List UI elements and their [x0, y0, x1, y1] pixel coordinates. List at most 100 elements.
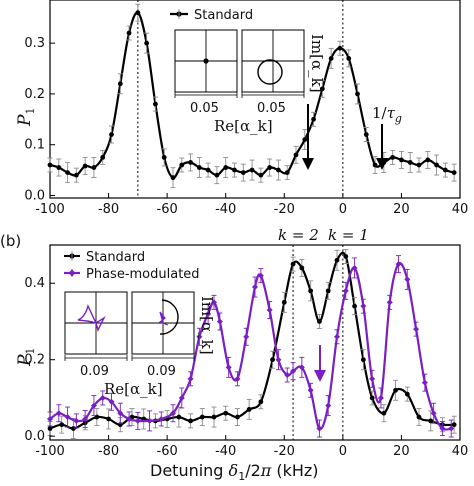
panel-b-series-1-line — [49, 262, 452, 431]
panel-a-s0-point-35 — [355, 91, 360, 97]
panel-b-s1-point-24 — [257, 272, 264, 279]
panel-b-s1-point-1 — [55, 410, 62, 417]
panel-a-s0-point-40 — [399, 157, 404, 163]
panel-b-s0-point-23 — [308, 288, 314, 294]
panel-a-s0-point-36 — [363, 132, 369, 137]
legend-standard-marker — [64, 251, 80, 261]
panel-a: -100 -80 -60 -40 -20 0 20 40 0.0 0.1 0.2 0.3 P1 Sta… — [15, 0, 468, 217]
panel-b-xtick-label-2: -60 — [157, 444, 178, 459]
panel-a-inset-xlabel: Re[α_k] — [214, 117, 273, 135]
panel-a-xtick-label-2: -60 — [157, 202, 178, 217]
panel-a-ytick-label-2: 0.2 — [24, 87, 45, 102]
panel-a-ytick-label-0: 0.0 — [24, 188, 45, 203]
panel-b-ytick-label-0: 0.0 — [24, 429, 45, 444]
panel-b-s1-point-4 — [82, 415, 89, 422]
panel-a-s0-point-17 — [196, 165, 202, 170]
panel-b-s1-point-32 — [325, 402, 332, 409]
panel-b-s0-point-22 — [299, 265, 305, 271]
panel-b-s1-point-17 — [205, 310, 212, 317]
panel-b-s1-point-43 — [421, 379, 428, 386]
panel-a-s0-point-3 — [73, 172, 79, 178]
panel-b-s1-point-37 — [369, 375, 376, 382]
panel-b-s0-point-21 — [290, 261, 296, 267]
panel-b-s0-point-20 — [281, 299, 287, 305]
panel-a-ytick-label-1: 0.1 — [24, 138, 45, 153]
panel-b-s0-point-0 — [47, 426, 53, 431]
panel-b-inset-path-2 — [158, 311, 169, 326]
panel-a-s0-point-39 — [390, 154, 396, 160]
panel-b-s1-point-42 — [413, 326, 420, 333]
panel-b-s0-point-27 — [343, 254, 349, 259]
panel-b-s0-point-16 — [235, 414, 240, 420]
panel-b-s0-point-31 — [381, 410, 387, 416]
panel-b-xtick-label-4: -20 — [274, 444, 295, 459]
panel-b-s1-point-22 — [243, 333, 250, 340]
panel-b-s0-point-19 — [270, 357, 275, 363]
panel-a-s0-point-15 — [179, 162, 185, 168]
panel-a-s0-point-26 — [276, 167, 281, 173]
panel-a-s0-point-28 — [293, 152, 299, 158]
panel-b-s1-point-33 — [334, 333, 340, 340]
panel-a-s0-point-44 — [434, 162, 439, 168]
panel-b-s1-point-0 — [47, 415, 53, 422]
panel-a-s0-point-32 — [328, 55, 334, 61]
panel-b-s1-point-2 — [64, 414, 71, 421]
panel-a-xtick-label-3: -40 — [215, 202, 236, 217]
panel-a-xtick-label-4: -20 — [274, 202, 295, 217]
panel-a-s0-point-8 — [117, 81, 123, 87]
panel-a-ytick-label-3: 0.3 — [24, 36, 45, 51]
panel-a-s0-point-29 — [302, 137, 308, 143]
panel-a-s0-point-25 — [267, 165, 273, 170]
panel-b-frame — [49, 244, 461, 441]
panel-a-s0-point-12 — [153, 101, 158, 107]
panel-b-s0-point-26 — [334, 257, 340, 263]
panel-b-inset-arc — [159, 299, 179, 335]
panel-b-inset-tick-2: 0.09 — [147, 364, 176, 379]
k2-label: k = 2 — [278, 226, 319, 244]
panel-b-s1-point-10 — [134, 417, 141, 424]
k1-label: k = 1 — [328, 226, 369, 244]
panel-b-ylabel: P1 — [15, 348, 37, 367]
panel-a-s0-point-1 — [56, 165, 62, 170]
legend-phase-marker — [64, 269, 80, 277]
panel-b-xtick-label-7: 40 — [452, 444, 469, 459]
panel-a-s0-point-45 — [442, 167, 448, 173]
panel-a-s0-point-10 — [135, 10, 141, 16]
panel-b-s1-point-8 — [117, 410, 124, 417]
tau-g-label: 1/τg — [372, 104, 402, 125]
panel-b-s1-point-31 — [316, 425, 323, 432]
panel-b-s0-point-37 — [451, 422, 457, 428]
panel-a-s0-point-2 — [65, 170, 70, 176]
panel-a-xtick-label-5: 0 — [339, 202, 347, 217]
panel-a-ylabel: P1 — [15, 108, 37, 127]
panel-a-s0-point-22 — [240, 170, 246, 176]
panel-b-s1-point-13 — [170, 410, 176, 417]
panel-b-s0-point-12 — [188, 418, 193, 424]
panel-b: (b) -100 -80 -60 -40 -20 0 20 40 0.0 0.2 0.4 P1 k … — [0, 226, 468, 483]
panel-b-s0-point-13 — [199, 414, 205, 420]
panel-b-inset-tick: 0.09 — [80, 364, 109, 379]
panel-a-legend-label: Standard — [194, 8, 253, 23]
panel-b-s1-point-3 — [73, 417, 80, 424]
panel-a-s0-point-34 — [346, 55, 352, 61]
panel-a-inset-tick: 0.05 — [190, 101, 219, 116]
panel-b-s0-point-29 — [360, 357, 366, 363]
panel-a-s0-point-16 — [188, 160, 193, 165]
panel-a-s0-point-7 — [109, 132, 114, 137]
panel-a-s0-point-37 — [372, 162, 378, 168]
panel-b-s1-point-39 — [386, 299, 393, 306]
panel-b-s1-point-27 — [284, 372, 291, 378]
panel-a-s0-point-21 — [232, 167, 237, 173]
panel-b-s1-point-44 — [430, 410, 437, 417]
panel-b-s0-point-34 — [416, 414, 422, 420]
panel-b-s1-point-28 — [290, 368, 297, 375]
panel-b-s0-point-35 — [428, 418, 434, 424]
panel-b-xtick-label-5: 0 — [339, 444, 347, 459]
panel-a-s0-point-23 — [249, 167, 255, 173]
panel-b-s0-point-2 — [71, 426, 76, 431]
panel-a-s0-point-20 — [223, 165, 229, 170]
panel-b-s1-point-16 — [196, 333, 203, 340]
panel-b-s1-point-41 — [404, 276, 411, 283]
panel-a-xtick-label-0: -100 — [35, 202, 65, 217]
